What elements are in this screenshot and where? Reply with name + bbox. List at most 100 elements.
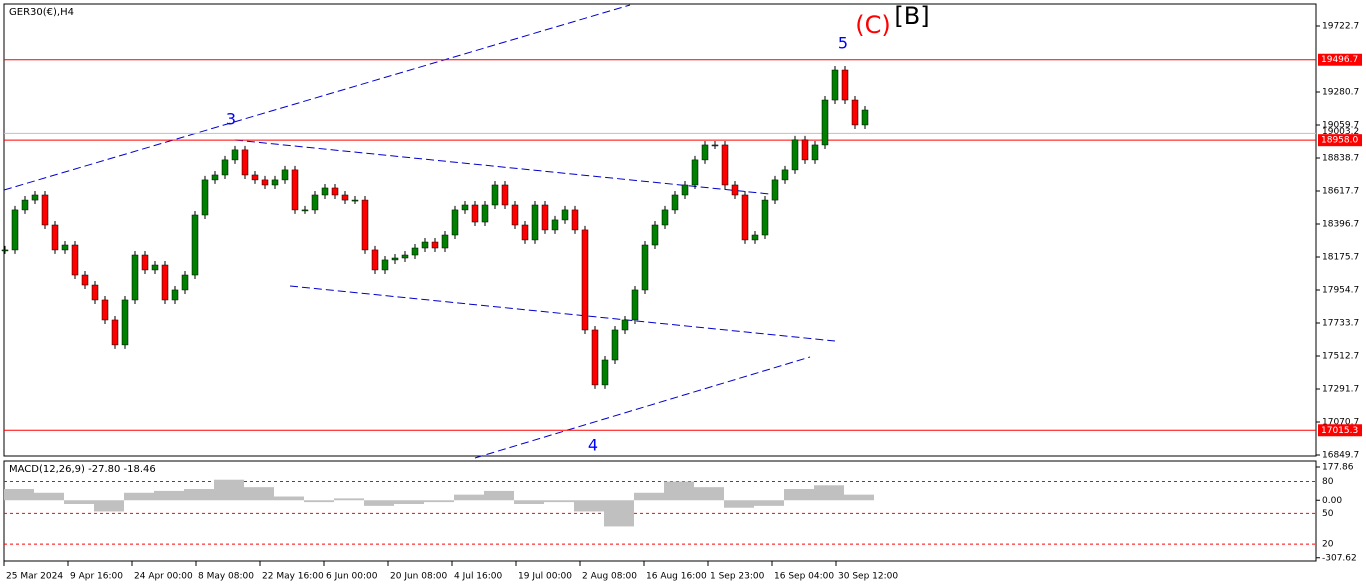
macd-bar: [124, 492, 154, 501]
candle: [451, 209, 459, 236]
wave-label: (C): [855, 11, 890, 39]
candle: [501, 184, 509, 206]
candle: [711, 144, 719, 147]
candle: [161, 264, 169, 301]
candle: [771, 179, 779, 201]
candle: [91, 284, 99, 301]
candle: [201, 179, 209, 216]
y-tick-label: 19280.7: [1322, 87, 1359, 97]
candle: [221, 159, 229, 176]
macd-bar: [844, 494, 874, 501]
macd-bar: [304, 500, 334, 503]
candle: [171, 289, 179, 301]
candle: [491, 184, 499, 206]
candle: [341, 194, 349, 201]
candle: [821, 99, 829, 146]
candle: [381, 259, 389, 271]
candle: [1, 249, 9, 252]
candle: [151, 264, 159, 271]
macd-level-label: 50: [1322, 509, 1334, 519]
y-tick-label: 18396.7: [1322, 219, 1359, 229]
level-label: 19496.7: [1321, 55, 1358, 65]
x-tick-label: 25 Mar 2024: [6, 572, 63, 582]
candle: [441, 234, 449, 249]
candle: [101, 299, 109, 321]
y-tick-label: 18175.7: [1322, 252, 1359, 262]
candle: [271, 179, 279, 186]
x-tick-label: 2 Aug 08:00: [582, 572, 637, 582]
candle: [861, 109, 869, 126]
candle: [281, 169, 289, 181]
macd-bar: [634, 492, 664, 501]
candle: [721, 144, 729, 186]
candle: [361, 199, 369, 251]
candle: [31, 194, 39, 201]
macd-bar: [334, 498, 364, 501]
candle: [391, 257, 399, 261]
trend-line: [234, 139, 771, 195]
candle: [311, 194, 319, 211]
candle: [641, 244, 649, 291]
candle: [191, 214, 199, 276]
candle: [801, 139, 809, 161]
macd-bar: [394, 500, 424, 504]
wave-label: 3: [226, 110, 236, 129]
level-tag: [1318, 53, 1362, 66]
candle: [121, 299, 129, 346]
macd-tick-label: -307.62: [1322, 553, 1357, 563]
candle: [411, 247, 419, 256]
candle: [261, 179, 269, 186]
y-tick-label: 17070.7: [1322, 417, 1359, 427]
macd-bar: [274, 496, 304, 501]
macd-bar: [94, 500, 124, 512]
candle: [21, 199, 29, 211]
candle: [691, 159, 699, 186]
candle: [511, 204, 519, 226]
macd-level-label: 80: [1322, 477, 1334, 487]
x-tick-label: 16 Sep 04:00: [774, 572, 834, 582]
candle: [781, 169, 789, 181]
candle: [541, 204, 549, 231]
trend-line: [3, 4, 631, 191]
macd-bar: [484, 490, 514, 501]
candle: [251, 174, 259, 181]
macd-bar: [64, 500, 94, 504]
candle: [61, 244, 69, 251]
x-tick-label: 30 Sep 12:00: [838, 572, 898, 582]
macd-bar: [814, 485, 844, 501]
y-tick-label: 19722.7: [1322, 21, 1359, 31]
candle: [141, 254, 149, 271]
candle: [531, 204, 539, 241]
x-tick-label: 24 Apr 00:00: [134, 572, 193, 582]
macd-bar: [514, 500, 544, 504]
candle: [831, 69, 839, 101]
candle: [421, 241, 429, 249]
candle: [181, 274, 189, 291]
trend-line: [289, 285, 836, 342]
macd-tick-label: 177.86: [1322, 463, 1354, 473]
candle: [761, 199, 769, 236]
candle: [841, 69, 849, 101]
candle: [351, 199, 359, 202]
candle: [571, 209, 579, 231]
candle: [701, 144, 709, 161]
candle: [601, 359, 609, 386]
candle: [401, 254, 409, 259]
macd-tick-label: 0.00: [1322, 496, 1342, 506]
candle: [651, 224, 659, 246]
candle: [611, 329, 619, 361]
candle: [851, 99, 859, 126]
wave-label: 4: [588, 436, 598, 455]
candle: [681, 184, 689, 196]
candle: [41, 194, 49, 226]
y-tick-label: 17954.7: [1322, 285, 1359, 295]
macd-bar: [574, 500, 604, 512]
current-price-label: 19003.2: [1322, 127, 1359, 137]
y-tick-label: 19059.7: [1322, 120, 1359, 130]
candle: [481, 204, 489, 223]
candle: [371, 249, 379, 271]
candle: [431, 241, 439, 249]
x-tick-label: 22 May 16:00: [262, 572, 324, 582]
